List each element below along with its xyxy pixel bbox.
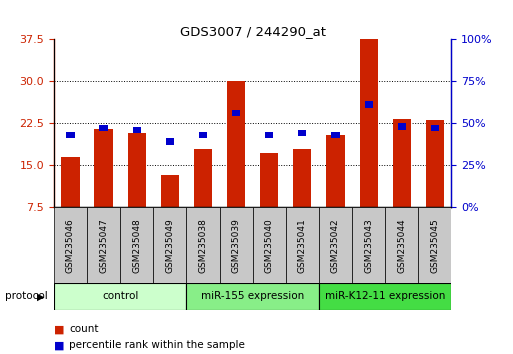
Text: miR-155 expression: miR-155 expression xyxy=(201,291,304,302)
Text: GSM235049: GSM235049 xyxy=(165,219,174,273)
Bar xyxy=(232,110,240,116)
Bar xyxy=(132,126,141,133)
Bar xyxy=(161,175,179,207)
Text: GSM235042: GSM235042 xyxy=(331,219,340,273)
Bar xyxy=(227,81,245,207)
Bar xyxy=(54,207,87,285)
Bar xyxy=(186,207,220,285)
Bar xyxy=(426,120,444,207)
Text: GSM235047: GSM235047 xyxy=(99,219,108,273)
Bar xyxy=(128,132,146,207)
Text: GSM235045: GSM235045 xyxy=(430,219,439,273)
Bar xyxy=(194,149,212,207)
Text: percentile rank within the sample: percentile rank within the sample xyxy=(69,340,245,350)
Text: miR-K12-11 expression: miR-K12-11 expression xyxy=(325,291,445,302)
Bar xyxy=(286,207,319,285)
Text: control: control xyxy=(102,291,139,302)
Bar xyxy=(153,207,186,285)
Bar xyxy=(265,132,273,138)
Bar xyxy=(418,207,451,285)
Bar xyxy=(94,129,113,207)
Text: ▶: ▶ xyxy=(37,291,45,301)
Text: GSM235048: GSM235048 xyxy=(132,219,141,273)
Bar xyxy=(87,207,120,285)
Bar xyxy=(431,125,439,131)
Bar xyxy=(199,132,207,138)
Text: GSM235039: GSM235039 xyxy=(231,218,241,274)
Bar xyxy=(54,283,186,310)
Bar xyxy=(100,125,108,131)
Bar xyxy=(398,123,406,130)
Bar xyxy=(252,207,286,285)
Text: ■: ■ xyxy=(54,324,64,334)
Bar xyxy=(260,153,279,207)
Text: GSM235043: GSM235043 xyxy=(364,219,373,273)
Text: GSM235040: GSM235040 xyxy=(265,219,274,273)
Bar xyxy=(392,119,411,207)
Bar xyxy=(66,132,74,138)
Bar xyxy=(365,101,373,108)
Bar xyxy=(352,207,385,285)
Bar xyxy=(319,283,451,310)
Text: count: count xyxy=(69,324,99,334)
Bar xyxy=(120,207,153,285)
Bar xyxy=(220,207,252,285)
Bar xyxy=(360,39,378,207)
Bar xyxy=(319,207,352,285)
Bar xyxy=(331,132,340,138)
Bar xyxy=(385,207,418,285)
Bar xyxy=(298,130,306,136)
Bar xyxy=(62,156,80,207)
Bar xyxy=(166,138,174,145)
Bar xyxy=(326,135,345,207)
Text: GSM235038: GSM235038 xyxy=(199,218,207,274)
Bar xyxy=(293,149,311,207)
Title: GDS3007 / 244290_at: GDS3007 / 244290_at xyxy=(180,25,326,38)
Text: GSM235044: GSM235044 xyxy=(397,219,406,273)
Text: GSM235046: GSM235046 xyxy=(66,219,75,273)
Text: protocol: protocol xyxy=(5,291,48,301)
Bar xyxy=(186,283,319,310)
Text: ■: ■ xyxy=(54,340,64,350)
Text: GSM235041: GSM235041 xyxy=(298,219,307,273)
